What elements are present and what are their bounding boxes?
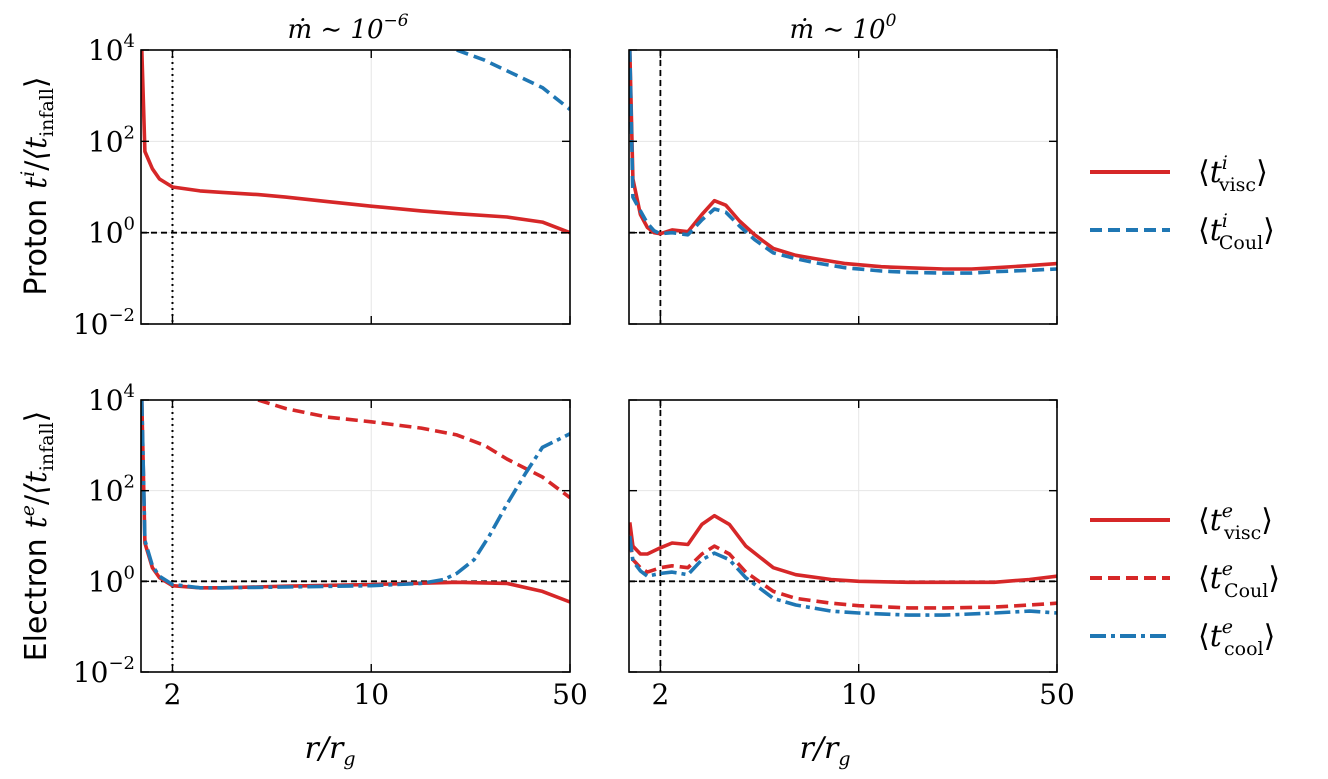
ytick-label-base: 10	[88, 384, 124, 417]
ytick-label-exp: 0	[124, 214, 135, 235]
ytick-label-exp: 4	[124, 381, 135, 402]
ytick-label-base: 10	[88, 125, 124, 158]
axes-frame	[140, 399, 571, 673]
legend-label-visc: ⟨ti visc⟩	[1198, 152, 1268, 196]
legend-close: ⟩	[1256, 155, 1268, 190]
xtick-label: 10	[841, 678, 877, 711]
ytick-label-exp: 0	[124, 562, 135, 583]
legend-open: ⟨	[1198, 213, 1210, 248]
axes-frame	[628, 49, 1058, 325]
legend-close: ⟩	[1264, 619, 1276, 654]
legend-sup: e	[1222, 616, 1233, 638]
legend-label-Coul: ⟨te Coul⟩	[1198, 558, 1280, 602]
legend-open: ⟨	[1198, 503, 1210, 538]
series-visc-line	[141, 400, 570, 604]
legend-sup: i	[1222, 152, 1228, 174]
ytick-label: 10−2	[73, 305, 135, 341]
panel-1-1: 2 10 50	[628, 399, 1075, 711]
ytick-label: 10−2	[73, 653, 135, 689]
ytick-label-exp: 4	[124, 31, 135, 52]
ytick-label: 104	[88, 31, 135, 67]
series-Coul-line	[257, 400, 570, 500]
legend-open: ⟨	[1198, 619, 1210, 654]
ytick-label-exp: 2	[124, 472, 135, 493]
legend-sub: Coul	[1224, 580, 1268, 602]
xtick-label: 2	[651, 678, 669, 711]
ytick-label-base: 10	[88, 475, 124, 508]
legend-sup: e	[1222, 500, 1233, 522]
ytick-label-exp: −2	[108, 653, 135, 674]
series-Coul-line	[629, 540, 1057, 610]
legend-label-Coul: ⟨ti Coul⟩	[1198, 210, 1275, 254]
axes-frame	[140, 49, 571, 325]
ytick-label: 102	[88, 472, 135, 508]
legend-var: t	[1210, 561, 1223, 596]
ytick-label-base: 10	[73, 656, 109, 689]
series-visc-line	[629, 50, 1057, 271]
series-Coul-line	[629, 50, 1057, 275]
series-group	[141, 400, 570, 604]
xlabel-right: r/rg	[800, 731, 851, 770]
axes-frame	[628, 399, 1058, 673]
legend-close: ⟩	[1263, 213, 1275, 248]
xtick-label: 50	[552, 678, 588, 711]
ylabel-proton: Protonti/⟨tinfall⟩	[17, 76, 58, 295]
series-group	[141, 50, 570, 235]
series-group	[629, 50, 1057, 275]
legend-0: ⟨ti visc⟩⟨ti Coul⟩	[1090, 152, 1275, 254]
legend-open: ⟨	[1198, 561, 1210, 596]
legend-sub: cool	[1224, 638, 1264, 660]
legend-sup: i	[1222, 210, 1228, 232]
ytick-label-base: 10	[88, 217, 124, 250]
xtick-label: 50	[1039, 678, 1075, 711]
ytick-label: 104	[88, 381, 135, 417]
legend-1: ⟨te visc⟩⟨te Coul⟩⟨te cool⟩	[1090, 500, 1280, 660]
legend-label-cool: ⟨te cool⟩	[1198, 616, 1275, 660]
ytick-label-base: 10	[73, 308, 109, 341]
xlabel-left: r/rg	[305, 731, 356, 770]
ytick-label-base: 10	[88, 34, 124, 67]
legend-var: t	[1210, 503, 1223, 538]
ytick-label-exp: −2	[108, 305, 135, 326]
ytick-label: 100	[88, 562, 135, 598]
ylabel-electron: Electronte/⟨tinfall⟩	[17, 411, 58, 662]
legend-var: t	[1210, 155, 1223, 190]
series-cool-line	[629, 535, 1057, 617]
xtick-label: 2	[164, 678, 182, 711]
ytick-label-base: 10	[88, 565, 124, 598]
legend-var: t	[1210, 619, 1223, 654]
series-visc-line	[141, 50, 570, 235]
legend-close: ⟩	[1268, 561, 1280, 596]
ytick-label: 102	[88, 122, 135, 158]
legend-label-visc: ⟨te visc⟩	[1198, 500, 1273, 544]
ytick-label-exp: 2	[124, 122, 135, 143]
legend-open: ⟨	[1198, 155, 1210, 190]
legend-sub: visc	[1223, 522, 1261, 544]
legend-sup: e	[1222, 558, 1233, 580]
legend-close: ⟩	[1261, 503, 1273, 538]
legend-sub: Coul	[1219, 232, 1263, 254]
ytick-label: 100	[88, 214, 135, 250]
series-visc-line	[629, 513, 1057, 585]
legend-layer: ⟨ti visc⟩⟨ti Coul⟩⟨te visc⟩⟨te Coul⟩⟨te cool⟩	[1090, 152, 1280, 660]
legend-var: t	[1210, 213, 1223, 248]
legend-sub: visc	[1218, 174, 1256, 196]
series-Coul-line	[456, 50, 570, 111]
series-group	[629, 513, 1057, 617]
series-cool-line	[141, 400, 570, 590]
column-title-left: ṁ ∼ 10−6	[287, 11, 408, 45]
xtick-label: 10	[353, 678, 389, 711]
column-title-right: ṁ ∼ 100	[790, 11, 897, 45]
panel-0-1	[628, 49, 1058, 325]
